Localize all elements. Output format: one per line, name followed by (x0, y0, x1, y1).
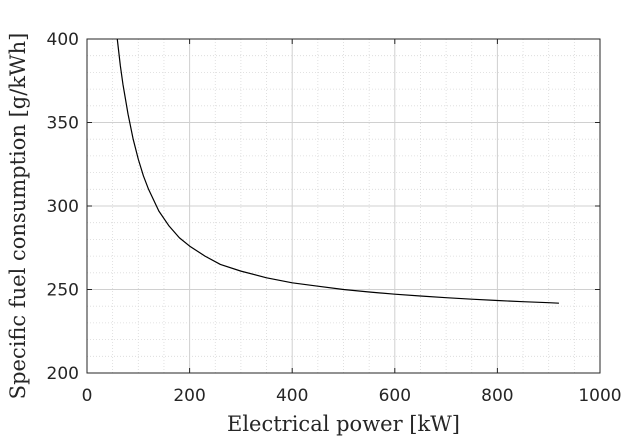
y-tick-label: 300 (47, 197, 79, 217)
series-layer (116, 38, 559, 304)
x-axis-label: Electrical power [kW] (227, 412, 460, 436)
x-tick-label: 800 (481, 386, 513, 406)
axis-ticks (86, 38, 601, 374)
y-tick-label: 250 (47, 281, 79, 301)
x-tick-label: 600 (379, 386, 411, 406)
y-tick-label: 400 (47, 30, 79, 50)
y-tick-label: 350 (47, 114, 79, 134)
y-tick-label: 200 (47, 364, 79, 384)
series-line-0 (116, 38, 559, 304)
x-tick-label: 1000 (578, 386, 621, 406)
x-tick-label: 200 (173, 386, 205, 406)
x-tick-label: 0 (82, 386, 93, 406)
x-tick-label: 400 (276, 386, 308, 406)
y-axis-label: Specific fuel consumption [g/kWh] (6, 33, 30, 400)
